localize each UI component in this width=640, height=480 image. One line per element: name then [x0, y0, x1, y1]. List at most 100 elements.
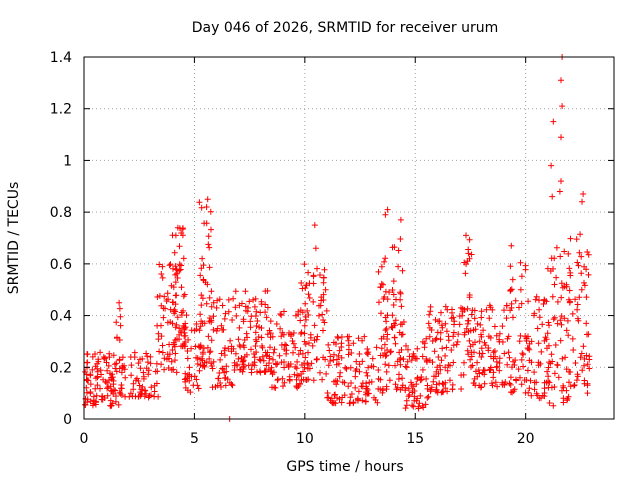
data-point [522, 266, 529, 273]
data-point [481, 380, 488, 387]
data-point [311, 222, 318, 229]
data-point [229, 382, 236, 389]
data-point [207, 348, 214, 355]
data-point [307, 331, 314, 338]
data-point [436, 318, 443, 325]
data-point [496, 367, 503, 374]
data-point [113, 368, 120, 375]
data-point [172, 301, 179, 308]
data-point [296, 380, 303, 387]
data-point [239, 368, 246, 375]
data-point [320, 279, 327, 286]
data-point [477, 321, 484, 328]
data-point [158, 361, 165, 368]
data-point [197, 311, 204, 318]
data-point [232, 304, 239, 311]
data-point [174, 267, 181, 274]
data-point [269, 333, 276, 340]
data-point [94, 365, 101, 372]
data-point [279, 329, 286, 336]
data-point [375, 268, 382, 275]
data-point [292, 344, 299, 351]
data-point [555, 374, 562, 381]
data-point [578, 286, 585, 293]
data-point [403, 402, 410, 409]
data-point [173, 369, 180, 376]
data-point [257, 309, 264, 316]
data-point [453, 341, 460, 348]
data-point [388, 324, 395, 330]
data-point [525, 298, 532, 305]
data-point [359, 397, 366, 404]
data-point [154, 368, 161, 375]
data-point [474, 320, 481, 327]
data-point [564, 317, 571, 324]
y-tick-label: 0.6 [50, 257, 72, 273]
data-point [468, 364, 474, 370]
data-point [466, 255, 473, 262]
data-point [544, 265, 551, 272]
x-tick-label: 10 [296, 431, 314, 447]
data-point [533, 379, 540, 386]
data-point [573, 236, 580, 243]
data-point [222, 374, 229, 381]
data-point [424, 394, 431, 401]
data-point [266, 353, 273, 360]
data-point [338, 399, 345, 406]
data-point [433, 368, 440, 375]
data-point [314, 265, 320, 272]
data-point [583, 294, 590, 301]
data-point [550, 316, 557, 323]
data-point [517, 332, 524, 339]
data-point [535, 340, 542, 347]
data-point [252, 295, 259, 302]
data-point [423, 356, 430, 362]
data-point [127, 354, 134, 360]
data-point [356, 368, 363, 375]
data-point [510, 314, 516, 321]
data-point [208, 317, 215, 324]
data-point [159, 349, 166, 356]
data-point [309, 342, 316, 349]
data-point [471, 375, 478, 382]
data-point [108, 387, 114, 394]
data-point [448, 347, 455, 353]
data-point [325, 341, 332, 348]
data-point [182, 378, 189, 385]
data-point [185, 336, 192, 343]
data-point [539, 321, 546, 328]
data-point [469, 362, 476, 369]
data-point [251, 359, 258, 366]
data-point [335, 352, 342, 359]
data-point [378, 335, 385, 342]
data-point [187, 389, 194, 396]
data-point [505, 333, 512, 340]
data-point [433, 335, 440, 342]
data-point [397, 289, 404, 296]
data-point [199, 295, 206, 302]
data-point [362, 398, 369, 405]
data-point [135, 378, 142, 384]
data-point [95, 356, 102, 363]
data-point [305, 349, 311, 356]
data-point [496, 355, 503, 362]
data-point [204, 281, 211, 288]
data-point [176, 243, 183, 250]
data-point [335, 360, 342, 367]
data-point [448, 315, 455, 322]
data-point [548, 255, 555, 262]
data-point [118, 369, 125, 376]
data-point [336, 347, 343, 354]
data-point [190, 382, 197, 389]
data-point [575, 262, 582, 269]
data-point [94, 382, 101, 389]
data-point [221, 315, 228, 322]
data-point [252, 336, 259, 343]
data-point [215, 375, 222, 382]
data-point [439, 324, 446, 331]
data-point [586, 353, 593, 360]
data-point [408, 379, 414, 386]
data-point [443, 328, 450, 335]
data-point [317, 369, 323, 376]
data-point [169, 320, 176, 327]
